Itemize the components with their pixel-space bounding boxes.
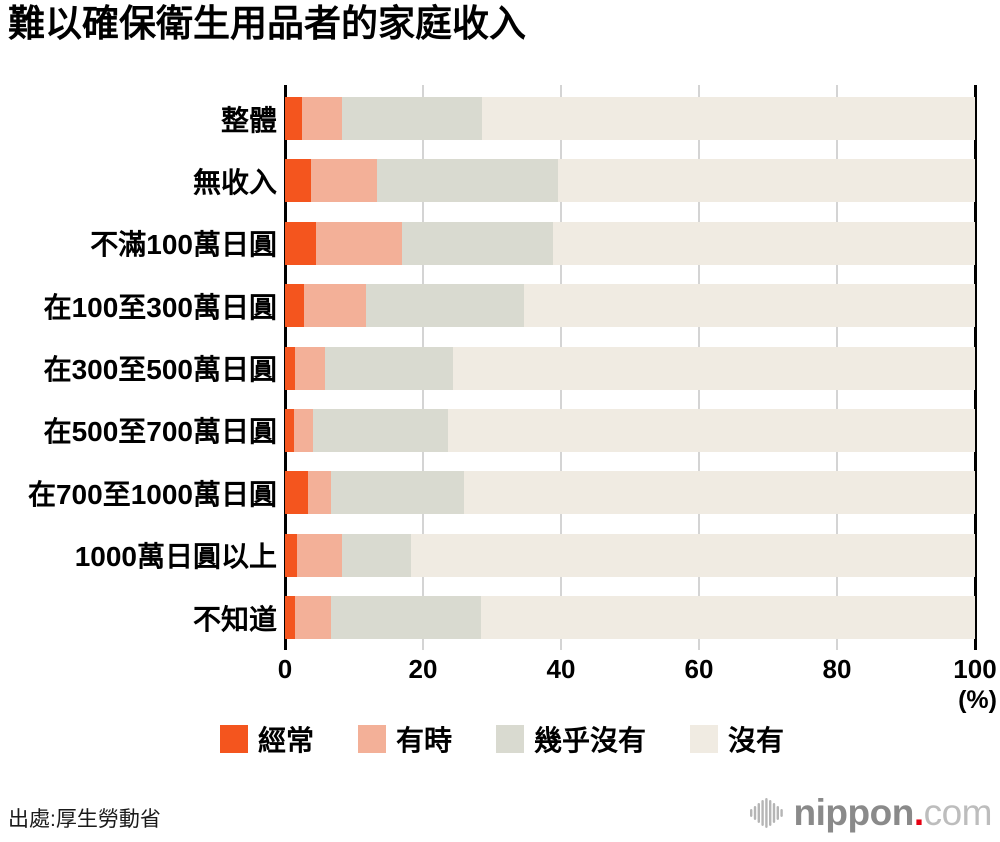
chart-title: 難以確保衛生用品者的家庭收入 (8, 3, 526, 44)
legend-swatch (220, 725, 248, 753)
bar-segment (285, 408, 294, 452)
bar-segment (307, 471, 331, 515)
legend-swatch (358, 725, 387, 753)
bar-segment (325, 346, 453, 390)
bar-segment (285, 346, 295, 390)
bar-segment (523, 284, 975, 328)
bar-segment (342, 533, 411, 577)
bar-track (285, 221, 975, 265)
x-axis-ticks: 0 20 40 60 80 100 (278, 654, 997, 686)
category-label: 不滿100萬日圓 (90, 229, 277, 261)
legend-item: 沒有 (690, 719, 784, 759)
bar-segment (285, 596, 295, 640)
category-label: 在100至300萬日圓 (43, 291, 277, 323)
bar-segment (330, 471, 464, 515)
bar-segment (557, 159, 975, 203)
legend-item: 幾乎沒有 (496, 719, 646, 759)
x-tick-label: 60 (684, 654, 714, 684)
legend-label: 經常 (258, 725, 315, 756)
bar-track (285, 284, 975, 328)
bar-track (285, 408, 975, 452)
legend-label: 沒有 (728, 725, 785, 756)
chart-row: 在700至1000萬日圓 (0, 471, 975, 515)
chart-row: 1000萬日圓以上 (0, 533, 975, 577)
x-tick-label: 100 (953, 654, 997, 684)
bar-track (285, 346, 975, 390)
legend-swatch (496, 725, 525, 753)
axis-line-100 (973, 85, 977, 650)
bar-segment (463, 471, 975, 515)
chart-row: 在500至700萬日圓 (0, 408, 975, 452)
nippon-logo: nippon. com (749, 792, 993, 834)
legend: 經常 有時 幾乎沒有 沒有 (220, 719, 784, 759)
x-tick-label: 20 (408, 654, 438, 684)
bar-segment (285, 159, 312, 203)
legend-label: 有時 (396, 725, 453, 756)
chart-row: 在300至500萬日圓 (0, 346, 975, 390)
bar-segment (365, 284, 524, 328)
bar-track (285, 159, 975, 203)
bar-track (285, 596, 975, 640)
chart-row: 整體 (0, 97, 975, 140)
x-tick-label: 40 (546, 654, 576, 684)
bar-segment (296, 533, 343, 577)
chart-row: 不滿100萬日圓 (0, 221, 975, 265)
x-tick-label: 80 (822, 654, 852, 684)
bar-segment (294, 346, 326, 390)
logo-dot: . (913, 792, 924, 833)
x-tick-label: 0 (277, 654, 293, 684)
axis-unit-label: (%) (958, 686, 997, 714)
category-label: 整體 (220, 104, 277, 136)
logo-brand: nippon (793, 792, 915, 833)
category-label: 在700至1000萬日圓 (27, 478, 277, 510)
bar-segment (293, 408, 313, 452)
bar-segment (330, 596, 481, 640)
bar-segment (312, 408, 448, 452)
bar-segment (402, 221, 554, 265)
bar-segment (316, 221, 403, 265)
bar-segment (304, 284, 366, 328)
logo-text: nippon. com (793, 792, 993, 834)
category-label: 在500至700萬日圓 (43, 416, 277, 448)
bar-segment (285, 471, 308, 515)
chart-row: 無收入 (0, 159, 975, 203)
category-label: 在300至500萬日圓 (43, 354, 277, 386)
bar-segment (410, 533, 975, 577)
bar-track (285, 533, 975, 577)
bar-segment (294, 596, 331, 640)
bar-segment (311, 159, 377, 203)
legend-swatch (690, 725, 719, 753)
bar-segment (285, 284, 305, 328)
category-label: 無收入 (192, 166, 277, 198)
bar-segment (482, 97, 975, 140)
chart-row: 在100至300萬日圓 (0, 284, 975, 328)
logo-tld: com (923, 792, 993, 833)
bar-segment (301, 97, 342, 140)
bar-segment (480, 596, 975, 640)
bar-track (285, 471, 975, 515)
bar-segment (447, 408, 975, 452)
bar-segment (553, 221, 975, 265)
legend-item: 有時 (358, 719, 452, 759)
category-label: 1000萬日圓以上 (74, 541, 277, 573)
source-note: 出處:厚生勞動省 (8, 808, 161, 831)
chart-rows: 整體無收入不滿100萬日圓在100至300萬日圓 在300至500萬日圓 在500至… (0, 97, 975, 640)
category-label: 不知道 (192, 603, 277, 635)
bar-segment (341, 97, 483, 140)
chart-row: 不知道 (0, 596, 975, 640)
sound-bars-icon (749, 798, 783, 828)
bar-track (285, 97, 975, 140)
bar-segment (285, 533, 297, 577)
legend-item: 經常 (220, 719, 314, 759)
bar-segment (376, 159, 558, 203)
bar-segment (285, 97, 302, 140)
bar-segment (452, 346, 975, 390)
legend-label: 幾乎沒有 (534, 725, 647, 756)
bar-segment (285, 221, 317, 265)
